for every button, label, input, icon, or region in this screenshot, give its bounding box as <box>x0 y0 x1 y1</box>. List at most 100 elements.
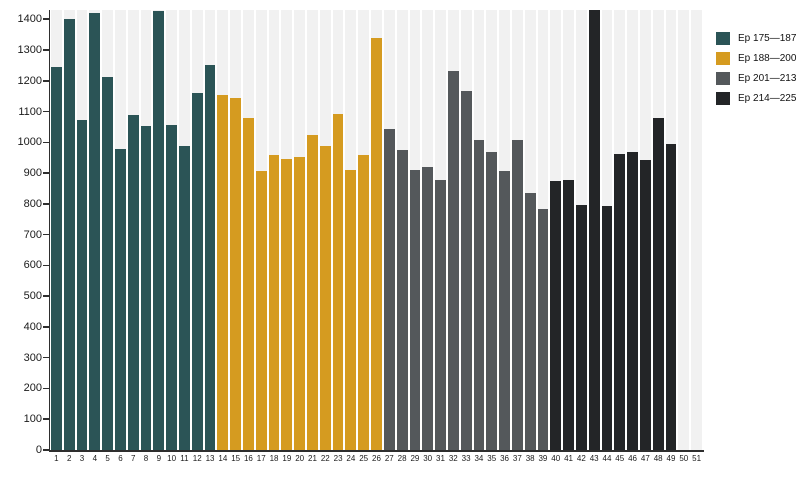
bar <box>473 139 485 450</box>
x-tick-label: 10 <box>167 454 177 463</box>
y-tick-label: 1000 <box>17 136 42 149</box>
bar <box>243 118 254 450</box>
bar <box>358 154 370 450</box>
x-tick-label: 23 <box>333 454 343 463</box>
x-tick-label: 16 <box>243 454 253 463</box>
x-tick-label: 41 <box>564 454 573 463</box>
x-tick-label: 45 <box>615 454 625 463</box>
legend-swatch-ep-214-225 <box>716 91 730 105</box>
x-tick-label: 34 <box>474 454 484 463</box>
bar <box>665 143 677 450</box>
legend-item-ep-175-187: Ep 175—187 <box>716 28 796 48</box>
bar <box>179 146 190 450</box>
bar <box>294 157 306 450</box>
x-tick-label: 13 <box>205 454 215 463</box>
x-tick-label: 39 <box>538 454 548 463</box>
x-tick-label: 51 <box>692 454 702 463</box>
bar <box>460 90 472 450</box>
bar <box>627 151 638 450</box>
x-tick-label: 27 <box>384 454 394 463</box>
y-tick-label: 300 <box>23 351 42 364</box>
bar <box>332 114 344 450</box>
x-tick-label: 20 <box>295 454 305 463</box>
background-stripe <box>678 10 690 450</box>
bar <box>166 124 178 450</box>
x-tick-label: 19 <box>282 454 292 463</box>
bar <box>639 160 651 450</box>
y-tick-label: 1200 <box>17 74 42 87</box>
bar <box>601 206 613 450</box>
x-tick-label: 5 <box>105 454 110 463</box>
bar <box>422 166 434 450</box>
y-tick-mark <box>43 110 49 113</box>
bar <box>191 93 203 450</box>
legend-swatch-ep-201-213 <box>716 71 730 85</box>
bar <box>230 98 242 450</box>
x-tick-label: 43 <box>589 454 599 463</box>
legend-swatch-ep-188-200 <box>716 51 730 65</box>
x-tick-label: 15 <box>231 454 241 463</box>
y-tick-mark <box>43 141 49 144</box>
bar <box>204 64 216 450</box>
y-tick-label: 200 <box>23 382 42 395</box>
bar <box>511 139 523 450</box>
x-tick-label: 2 <box>66 454 72 463</box>
y-tick-mark <box>43 418 49 420</box>
x-tick-label: 31 <box>436 454 445 463</box>
bar <box>217 95 229 450</box>
y-tick-label: 500 <box>23 290 42 303</box>
bar <box>652 117 664 450</box>
y-tick-label: 1400 <box>17 13 42 26</box>
bar <box>396 149 408 450</box>
x-tick-label: 30 <box>423 454 433 463</box>
bar <box>127 115 139 450</box>
y-tick-label: 100 <box>23 413 42 426</box>
y-tick-mark <box>43 264 49 267</box>
y-tick-mark <box>43 326 49 328</box>
bar <box>563 179 574 450</box>
y-tick-mark <box>43 449 49 451</box>
bar <box>115 149 126 450</box>
x-tick-label: 44 <box>602 454 612 463</box>
legend-label: Ep 175—187 <box>738 32 797 44</box>
x-tick-label: 36 <box>500 454 509 463</box>
x-tick-label: 29 <box>410 454 420 463</box>
legend-label: Ep 201—213 <box>738 72 797 84</box>
x-tick-label: 3 <box>79 454 85 463</box>
bar <box>499 171 510 450</box>
bar <box>588 10 600 450</box>
bar <box>76 120 88 450</box>
y-tick-label: 900 <box>23 167 42 180</box>
x-tick-label: 9 <box>156 454 162 463</box>
x-tick-label: 25 <box>359 454 369 463</box>
y-tick-label: 700 <box>23 228 42 241</box>
x-tick-label: 35 <box>487 454 497 463</box>
bar <box>102 77 114 450</box>
x-axis-line <box>48 450 704 452</box>
y-tick-mark <box>43 233 49 236</box>
x-tick-label: 11 <box>180 454 189 463</box>
legend: Ep 175—187 Ep 188—200 Ep 201—213 Ep 214—… <box>716 28 796 108</box>
x-tick-label: 28 <box>397 454 407 463</box>
x-tick-label: 6 <box>118 454 123 463</box>
x-tick-label: 18 <box>269 454 279 463</box>
bar <box>307 135 318 450</box>
x-tick-label: 24 <box>346 454 356 463</box>
bar <box>383 128 395 450</box>
bar <box>537 209 549 450</box>
x-tick-label: 42 <box>576 454 586 463</box>
x-tick-label: 17 <box>256 454 266 463</box>
legend-item-ep-188-200: Ep 188—200 <box>716 48 796 68</box>
y-tick-mark <box>43 49 49 51</box>
y-tick-label: 0 <box>35 444 42 456</box>
y-axis-line <box>48 10 50 452</box>
bar <box>447 71 459 450</box>
y-tick-label: 1300 <box>17 44 42 56</box>
y-tick-label: 600 <box>23 259 42 272</box>
bar <box>345 170 357 450</box>
x-tick-label: 8 <box>143 454 149 463</box>
x-tick-label: 4 <box>92 454 98 463</box>
bar <box>319 146 331 450</box>
y-tick-mark <box>43 356 49 359</box>
